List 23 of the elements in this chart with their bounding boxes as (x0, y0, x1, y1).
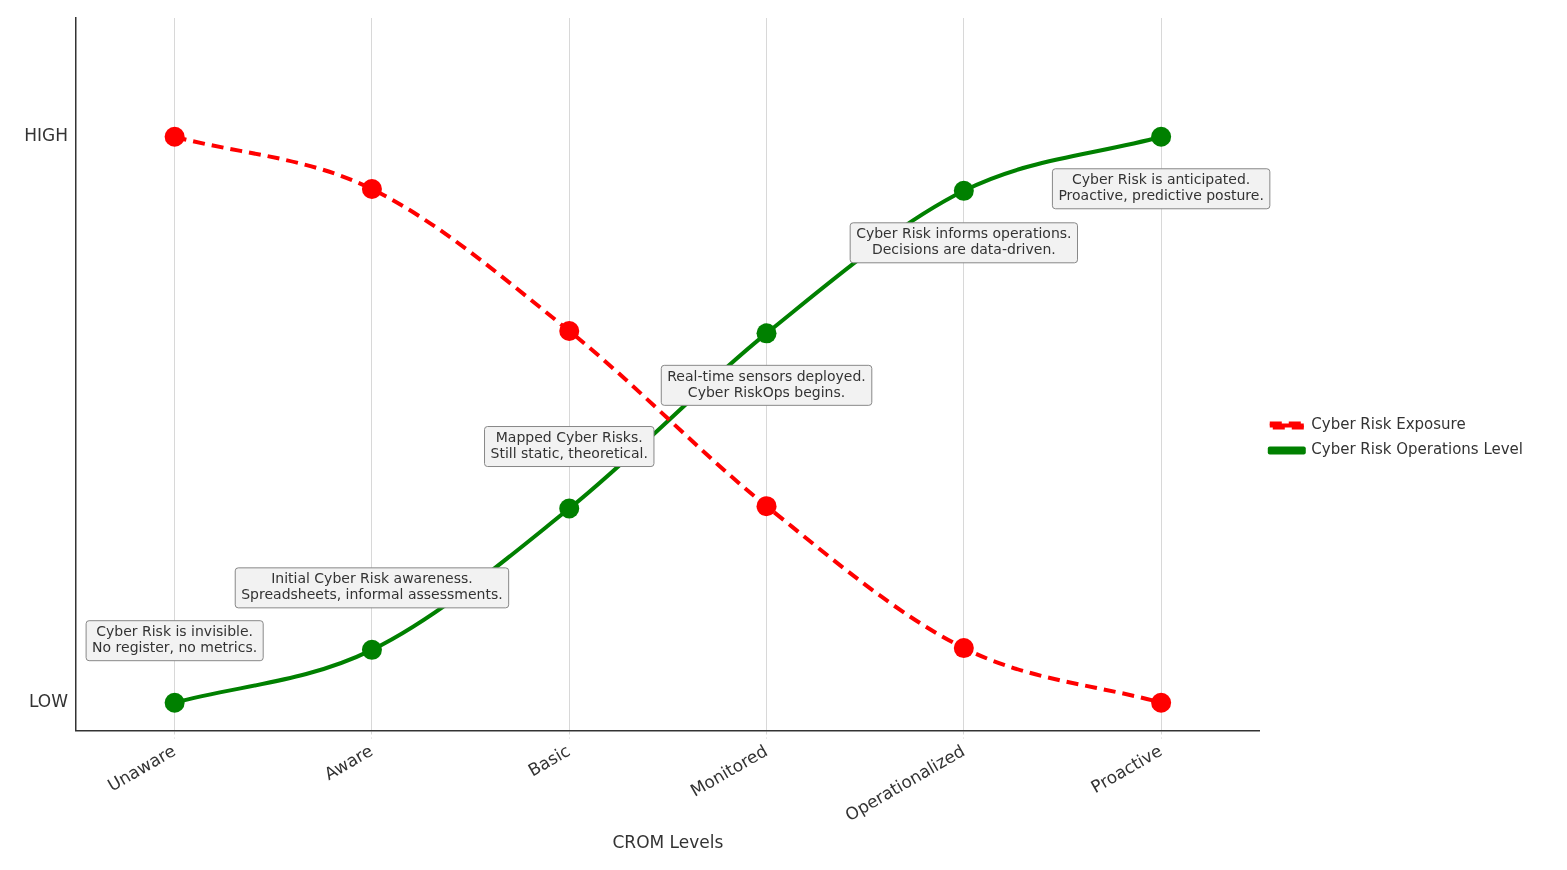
text: LOW (28, 691, 69, 712)
point (953, 638, 974, 659)
text: HIGH (24, 125, 68, 146)
point (1151, 126, 1172, 147)
point (164, 126, 185, 147)
legend-label: Cyber Risk Operations Level (1311, 440, 1524, 459)
point (756, 323, 777, 344)
point (559, 498, 580, 519)
point (756, 496, 777, 517)
point (1151, 692, 1172, 713)
x-axis-title: CROM Levels (612, 832, 724, 853)
annotation: Initial Cyber Risk awareness. Spreadsheets, informal assessments. (241, 570, 503, 603)
annotation: Mapped Cyber Risks. Still static, theoretical. (490, 429, 648, 462)
annotation: Cyber Risk is anticipated. Proactive, predictive posture. (1058, 171, 1264, 204)
legend-label: Cyber Risk Exposure (1311, 415, 1466, 434)
point (164, 692, 185, 713)
point (559, 320, 580, 341)
point (953, 180, 974, 201)
point (361, 179, 382, 200)
point (361, 639, 382, 660)
annotation: Cyber Risk informs operations. Decisions are data-driven. (856, 225, 1072, 258)
annotation: Real-time sensors deployed. Cyber RiskOps begins. (667, 367, 866, 400)
annotation: Cyber Risk is invisible. No register, no metrics. (92, 623, 258, 656)
